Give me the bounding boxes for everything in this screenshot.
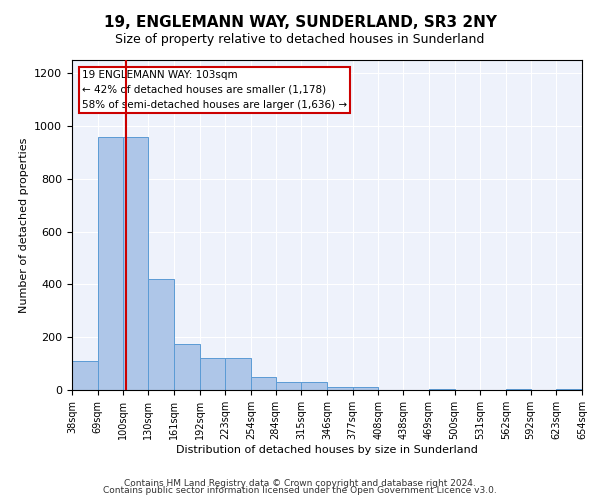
Text: Size of property relative to detached houses in Sunderland: Size of property relative to detached ho…: [115, 32, 485, 46]
Bar: [98, 136, 124, 390]
X-axis label: Distribution of detached houses by size in Sunderland: Distribution of detached houses by size …: [176, 444, 478, 454]
Bar: [556, 388, 582, 390]
Text: 19 ENGLEMANN WAY: 103sqm
← 42% of detached houses are smaller (1,178)
58% of sem: 19 ENGLEMANN WAY: 103sqm ← 42% of detach…: [82, 70, 347, 110]
Bar: [251, 377, 275, 390]
Bar: [72, 361, 98, 390]
Bar: [124, 136, 148, 390]
Bar: [225, 358, 251, 390]
Bar: [148, 279, 174, 390]
Bar: [506, 388, 530, 390]
Text: Contains HM Land Registry data © Crown copyright and database right 2024.: Contains HM Land Registry data © Crown c…: [124, 478, 476, 488]
Bar: [327, 388, 353, 390]
Bar: [429, 388, 455, 390]
Bar: [353, 388, 379, 390]
Bar: [301, 382, 327, 390]
Y-axis label: Number of detached properties: Number of detached properties: [19, 138, 29, 312]
Bar: [275, 382, 301, 390]
Text: Contains public sector information licensed under the Open Government Licence v3: Contains public sector information licen…: [103, 486, 497, 495]
Bar: [199, 358, 225, 390]
Text: 19, ENGLEMANN WAY, SUNDERLAND, SR3 2NY: 19, ENGLEMANN WAY, SUNDERLAND, SR3 2NY: [104, 15, 497, 30]
Bar: [174, 344, 199, 390]
